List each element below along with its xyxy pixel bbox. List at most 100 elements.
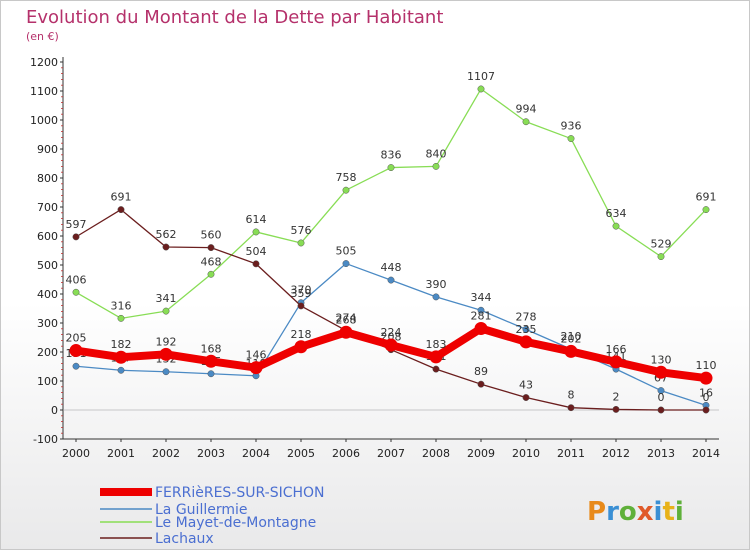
- data-point: [207, 270, 215, 278]
- legend-label: La Guillermie: [155, 502, 247, 518]
- data-point: [564, 344, 578, 358]
- data-point: [609, 355, 623, 369]
- y-tick-label: -100: [33, 433, 58, 446]
- data-point: [567, 135, 575, 143]
- series-FERRièRES-SUR-SICHON: 205 182 192 168 146 218 268 224 183 281 235 202 166 1…: [66, 310, 717, 385]
- data-label: 370: [291, 284, 312, 297]
- data-point: [72, 233, 80, 241]
- data-point: [519, 335, 533, 349]
- data-label: 597: [66, 218, 87, 231]
- y-tick-label: 100: [37, 375, 58, 388]
- data-point: [702, 206, 710, 214]
- data-point: [249, 361, 263, 375]
- legend-item: FERRièRES-SUR-SICHON: [100, 485, 325, 501]
- x-tick-label: 2006: [332, 447, 360, 460]
- legend-item: Le Mayet-de-Montagne: [100, 515, 316, 531]
- data-label: 205: [66, 332, 87, 345]
- data-label: 468: [201, 255, 222, 268]
- series-La Guillermie: 1511371321251183705054483903442782101416…: [66, 245, 713, 409]
- data-point: [207, 370, 215, 378]
- series-Le Mayet-de-Montagne: 406 316 341 468 614 576 758 836 840 1107 994 936 634…: [66, 70, 717, 322]
- data-label: 218: [291, 328, 312, 341]
- data-point: [207, 244, 215, 252]
- y-tick-label: 800: [37, 172, 58, 185]
- data-point: [522, 118, 530, 126]
- data-label: 448: [381, 261, 402, 274]
- x-tick-label: 2000: [62, 447, 90, 460]
- data-label: 316: [111, 299, 132, 312]
- data-point: [612, 222, 620, 230]
- chart-title: Evolution du Montant de la Dette par Hab…: [26, 7, 443, 28]
- data-label: 168: [201, 342, 222, 355]
- data-label: 576: [291, 224, 312, 237]
- data-label: 840: [426, 147, 447, 160]
- data-label: 146: [246, 349, 267, 362]
- data-point: [252, 260, 260, 268]
- data-label: 634: [606, 207, 627, 220]
- data-point: [72, 362, 80, 370]
- data-label: 529: [651, 238, 672, 251]
- y-tick-label: 200: [37, 346, 58, 359]
- x-tick-label: 2014: [692, 447, 720, 460]
- data-point: [432, 365, 440, 373]
- data-point: [702, 406, 710, 414]
- data-label: 505: [336, 245, 357, 258]
- data-point: [162, 307, 170, 315]
- x-tick-label: 2010: [512, 447, 540, 460]
- x-tick-label: 2013: [647, 447, 675, 460]
- data-label: 0: [703, 391, 710, 404]
- data-label: 274: [336, 312, 357, 325]
- data-point: [297, 302, 305, 310]
- data-label: 224: [381, 326, 402, 339]
- data-point: [162, 243, 170, 251]
- data-label: 130: [651, 353, 672, 366]
- data-point: [297, 239, 305, 247]
- data-point: [204, 354, 218, 368]
- data-point: [69, 344, 83, 358]
- data-point: [654, 365, 668, 379]
- data-point: [384, 338, 398, 352]
- data-label: 390: [426, 278, 447, 291]
- x-tick-label: 2004: [242, 447, 270, 460]
- data-label: 235: [516, 323, 537, 336]
- data-point: [339, 325, 353, 339]
- data-label: 691: [696, 191, 717, 204]
- data-label: 341: [156, 292, 177, 305]
- data-point: [612, 405, 620, 413]
- data-point: [432, 293, 440, 301]
- data-point: [252, 228, 260, 236]
- y-tick-label: 700: [37, 201, 58, 214]
- x-tick-label: 2012: [602, 447, 630, 460]
- data-point: [162, 368, 170, 376]
- data-label: 1107: [467, 70, 495, 83]
- legend-label: Lachaux: [155, 531, 214, 547]
- logo-text: Proxiti: [587, 497, 684, 527]
- data-label: 758: [336, 171, 357, 184]
- data-label: 2: [613, 390, 620, 403]
- data-point: [477, 306, 485, 314]
- y-tick-label: 1200: [30, 56, 58, 69]
- data-label: 344: [471, 291, 492, 304]
- data-point: [432, 162, 440, 170]
- data-label: 504: [246, 245, 267, 258]
- data-label: 43: [519, 379, 533, 392]
- data-label: 166: [606, 343, 627, 356]
- x-tick-label: 2005: [287, 447, 315, 460]
- data-point: [657, 253, 665, 261]
- data-label: 359: [291, 287, 312, 300]
- data-point: [657, 406, 665, 414]
- data-label: 936: [561, 120, 582, 133]
- data-label: 281: [471, 310, 492, 323]
- data-point: [342, 260, 350, 267]
- data-label: 110: [696, 359, 717, 372]
- data-label: 192: [156, 335, 177, 348]
- data-point: [567, 404, 575, 412]
- y-tick-label: 500: [37, 259, 58, 272]
- series-layer: 1511371321251183705054483903442782101416…: [66, 70, 717, 414]
- data-point: [72, 288, 80, 296]
- data-point: [477, 380, 485, 388]
- data-label: 182: [111, 338, 132, 351]
- data-point: [429, 350, 443, 364]
